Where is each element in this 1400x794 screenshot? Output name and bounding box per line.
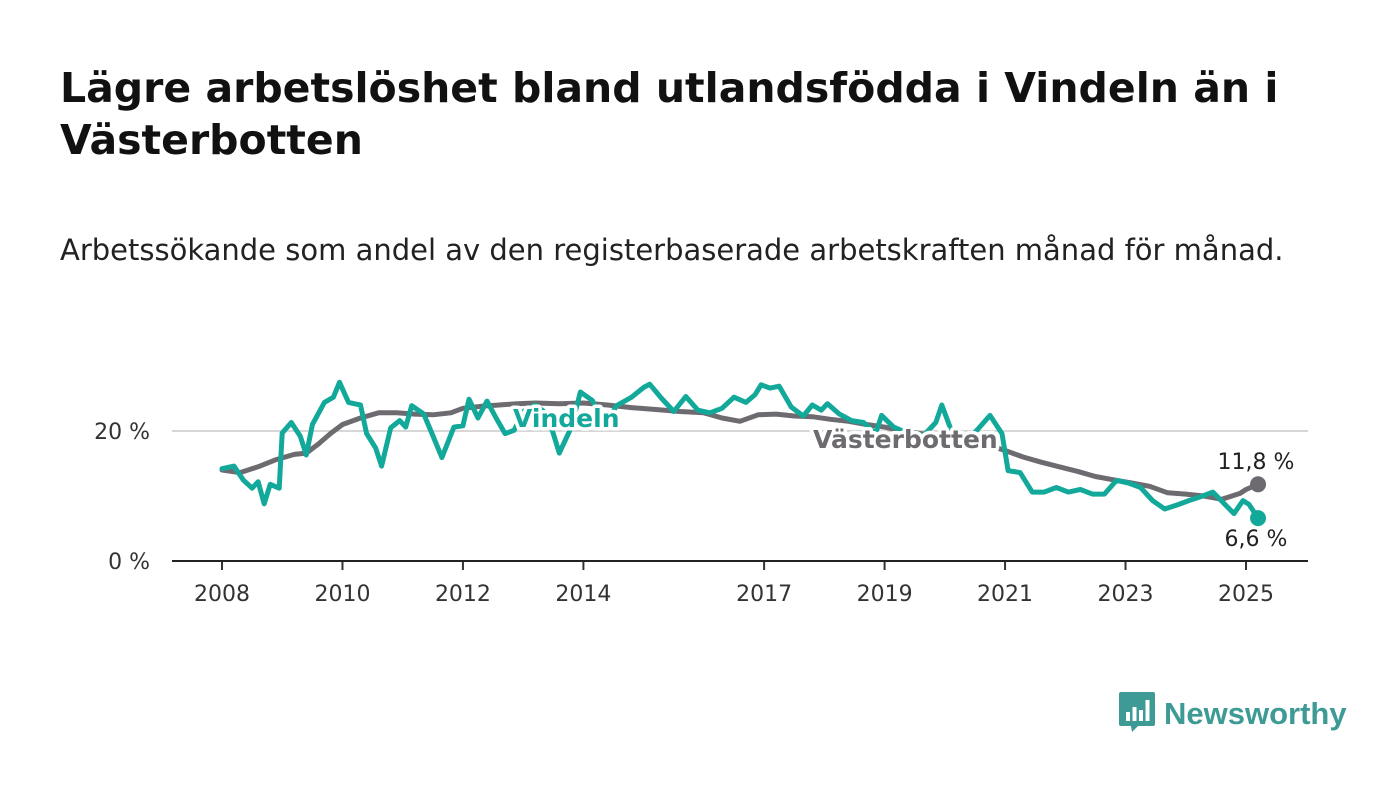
x-tick-label: 2019 — [857, 582, 913, 607]
end-label-vasterbotten: 11,8 % — [1218, 450, 1295, 475]
x-tick-label: 2008 — [194, 582, 250, 607]
series-label-vindeln: Vindeln — [513, 404, 620, 433]
x-tick-label: 2017 — [736, 582, 792, 607]
x-tick-label: 2014 — [555, 582, 611, 607]
bar-chart-icon — [1118, 690, 1156, 738]
chart-subtitle: Arbetssökande som andel av den registerb… — [60, 233, 1284, 267]
end-point-vasterbotten — [1250, 476, 1267, 493]
brand-name: Newsworthy — [1164, 696, 1347, 731]
chart-title: Lägre arbetslöshet bland utlandsfödda i … — [60, 64, 1279, 164]
x-tick-label: 2010 — [314, 582, 370, 607]
y-tick-label: 0 % — [108, 550, 150, 575]
x-tick-label: 2025 — [1218, 582, 1274, 607]
end-label-vindeln: 6,6 % — [1225, 527, 1288, 552]
x-tick-label: 2012 — [435, 582, 491, 607]
y-tick-label: 20 % — [94, 420, 150, 445]
newsworthy-logo: Newsworthy — [1118, 690, 1347, 738]
series-line-vasterbotten — [219, 400, 1261, 502]
series-line-vindeln — [219, 379, 1261, 521]
series-label-vasterbotten: Västerbotten — [813, 425, 998, 454]
line-chart: 0 % 20 % 2008 2010 2012 2014 2017 2019 2021 2023 2… — [94, 379, 1308, 607]
x-tick-label: 2021 — [977, 582, 1033, 607]
x-tick-label: 2023 — [1098, 582, 1154, 607]
end-point-vindeln — [1250, 510, 1267, 527]
